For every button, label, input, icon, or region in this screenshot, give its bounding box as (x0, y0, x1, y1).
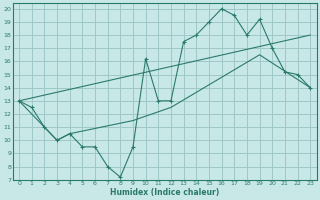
X-axis label: Humidex (Indice chaleur): Humidex (Indice chaleur) (110, 188, 219, 197)
